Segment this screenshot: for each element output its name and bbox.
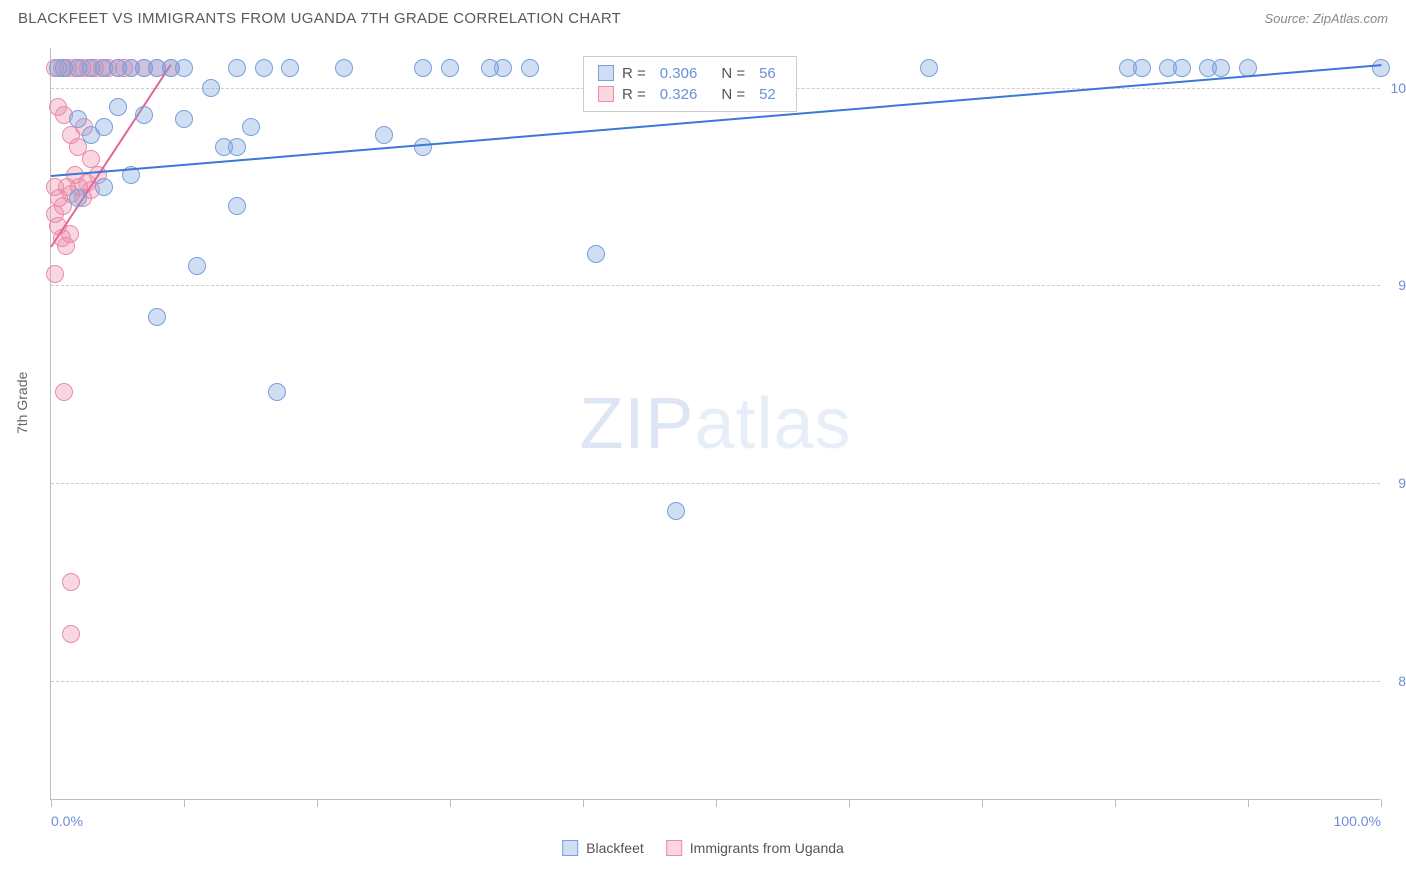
n-value: 56 [759, 65, 776, 82]
chart-header: BLACKFEET VS IMMIGRANTS FROM UGANDA 7TH … [0, 0, 1406, 33]
legend-swatch-uganda [666, 840, 682, 856]
x-tick [982, 799, 983, 807]
legend-item-blackfeet: Blackfeet [562, 840, 644, 856]
scatter-point-blackfeet [375, 126, 393, 144]
x-tick [1248, 799, 1249, 807]
x-tick [849, 799, 850, 807]
scatter-point-blackfeet [920, 59, 938, 77]
scatter-point-blackfeet [667, 502, 685, 520]
r-value: 0.326 [660, 86, 698, 103]
bottom-legend: Blackfeet Immigrants from Uganda [562, 840, 844, 856]
scatter-point-blackfeet [109, 98, 127, 116]
x-tick [184, 799, 185, 807]
r-label: R = [622, 86, 646, 103]
y-axis-label: 7th Grade [14, 372, 30, 434]
scatter-point-blackfeet [69, 110, 87, 128]
x-tick [1115, 799, 1116, 807]
scatter-point-blackfeet [202, 79, 220, 97]
grid-line [51, 681, 1380, 682]
x-tick-label-end: 100.0% [1334, 813, 1381, 829]
y-tick-label: 100.0% [1391, 80, 1406, 96]
scatter-point-blackfeet [148, 308, 166, 326]
scatter-point-blackfeet [188, 257, 206, 275]
scatter-point-blackfeet [175, 110, 193, 128]
scatter-point-blackfeet [414, 59, 432, 77]
x-tick [1381, 799, 1382, 807]
scatter-point-blackfeet [175, 59, 193, 77]
scatter-point-blackfeet [1372, 59, 1390, 77]
legend-item-uganda: Immigrants from Uganda [666, 840, 844, 856]
scatter-point-blackfeet [494, 59, 512, 77]
scatter-point-uganda [62, 625, 80, 643]
x-tick [716, 799, 717, 807]
y-tick-label: 95.0% [1398, 277, 1406, 293]
r-value: 0.306 [660, 65, 698, 82]
watermark-atlas: atlas [694, 384, 851, 464]
scatter-point-uganda [55, 383, 73, 401]
y-tick-label: 90.0% [1398, 475, 1406, 491]
x-tick [450, 799, 451, 807]
n-label: N = [721, 86, 745, 103]
stats-row-uganda: R = 0.326 N = 52 [598, 84, 782, 105]
grid-line [51, 285, 1380, 286]
legend-label-blackfeet: Blackfeet [586, 840, 644, 856]
scatter-point-blackfeet [69, 189, 87, 207]
legend-swatch-blackfeet [562, 840, 578, 856]
stats-swatch [598, 86, 614, 102]
x-tick [317, 799, 318, 807]
grid-line [51, 483, 1380, 484]
scatter-point-blackfeet [255, 59, 273, 77]
scatter-point-blackfeet [228, 59, 246, 77]
scatter-point-uganda [46, 265, 64, 283]
scatter-point-blackfeet [135, 106, 153, 124]
scatter-point-blackfeet [1212, 59, 1230, 77]
x-tick [51, 799, 52, 807]
legend-label-uganda: Immigrants from Uganda [690, 840, 844, 856]
scatter-point-blackfeet [1133, 59, 1151, 77]
scatter-point-blackfeet [1173, 59, 1191, 77]
x-tick [583, 799, 584, 807]
x-tick-label-start: 0.0% [51, 813, 83, 829]
scatter-point-blackfeet [242, 118, 260, 136]
r-label: R = [622, 65, 646, 82]
scatter-point-blackfeet [587, 245, 605, 263]
stats-swatch [598, 65, 614, 81]
scatter-point-blackfeet [228, 138, 246, 156]
scatter-point-blackfeet [95, 118, 113, 136]
stats-row-blackfeet: R = 0.306 N = 56 [598, 63, 782, 84]
scatter-point-blackfeet [268, 383, 286, 401]
trend-line-uganda [50, 64, 171, 247]
scatter-point-blackfeet [281, 59, 299, 77]
stats-legend: R = 0.306 N = 56 R = 0.326 N = 52 [583, 56, 797, 112]
chart-plot-area: ZIPatlas 85.0%90.0%95.0%100.0%0.0%100.0%… [50, 48, 1380, 800]
scatter-point-blackfeet [335, 59, 353, 77]
scatter-point-blackfeet [95, 178, 113, 196]
n-label: N = [721, 65, 745, 82]
watermark: ZIPatlas [579, 383, 851, 465]
chart-source: Source: ZipAtlas.com [1264, 11, 1388, 26]
scatter-point-uganda [62, 573, 80, 591]
scatter-point-blackfeet [414, 138, 432, 156]
n-value: 52 [759, 86, 776, 103]
watermark-zip: ZIP [579, 384, 694, 464]
y-tick-label: 85.0% [1398, 673, 1406, 689]
chart-title: BLACKFEET VS IMMIGRANTS FROM UGANDA 7TH … [18, 10, 621, 27]
scatter-point-blackfeet [228, 197, 246, 215]
scatter-point-blackfeet [521, 59, 539, 77]
scatter-point-blackfeet [441, 59, 459, 77]
